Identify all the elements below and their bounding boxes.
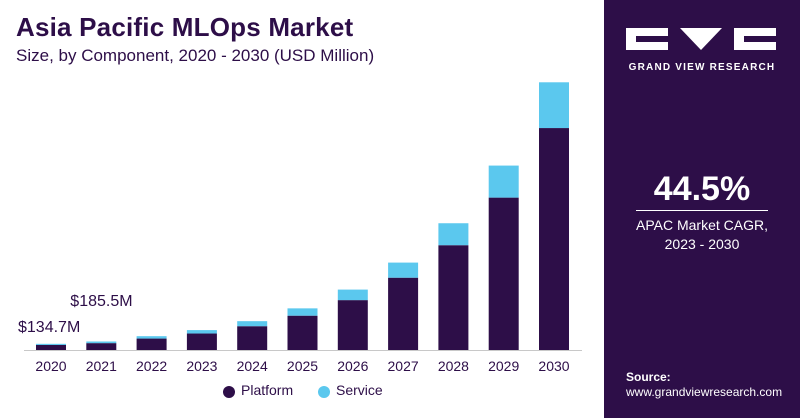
bar-service-2028 bbox=[438, 223, 469, 246]
x-tick-label: 2023 bbox=[186, 358, 217, 374]
bar-platform-2030 bbox=[539, 128, 569, 350]
bar-service-2030 bbox=[539, 82, 569, 129]
chart-title: Asia Pacific MLOps Market bbox=[16, 12, 354, 42]
bar-platform-2028 bbox=[438, 245, 469, 350]
brand-name: GRAND VIEW RESEARCH bbox=[628, 62, 776, 73]
cagr-value: 44.5% bbox=[653, 170, 751, 208]
bar-service-2025 bbox=[287, 308, 318, 316]
bar-platform-2024 bbox=[237, 326, 268, 350]
bar-service-2027 bbox=[388, 262, 419, 278]
data-label-2020: $134.7M bbox=[18, 319, 80, 336]
bar-chart: 2020 2021 2022 2023 2024 2025 2026 2027 2028 2029… bbox=[18, 82, 582, 374]
source-url: www.grandviewresearch.com bbox=[626, 385, 783, 399]
legend-service-swatch bbox=[318, 386, 330, 398]
x-tick-label: 2026 bbox=[337, 358, 368, 374]
source-label: Source: bbox=[626, 370, 671, 384]
bar-service-2024 bbox=[237, 321, 268, 327]
bar-service-2022 bbox=[136, 336, 167, 339]
bar-platform-2021 bbox=[86, 343, 117, 350]
grand-view-research-logo bbox=[626, 28, 776, 50]
bar-platform-2029 bbox=[488, 197, 519, 350]
x-tick-label: 2028 bbox=[438, 358, 469, 374]
bar-platform-2022 bbox=[136, 338, 167, 350]
bar-service-2020 bbox=[36, 343, 66, 345]
bar-service-2023 bbox=[186, 330, 217, 334]
bar-platform-2023 bbox=[186, 333, 217, 350]
x-tick-label: 2021 bbox=[86, 358, 117, 374]
x-tick-label: 2020 bbox=[35, 358, 66, 374]
legend-platform-swatch bbox=[223, 386, 235, 398]
bar-service-2029 bbox=[488, 165, 519, 198]
x-tick-label: 2024 bbox=[237, 358, 268, 374]
cagr-divider bbox=[636, 210, 768, 211]
cagr-label: APAC Market CAGR, 2023 - 2030 bbox=[604, 216, 800, 254]
side-panel bbox=[604, 0, 800, 418]
bar-platform-2025 bbox=[287, 315, 318, 350]
legend-service-label: Service bbox=[336, 382, 383, 398]
cagr-label-line1: APAC Market CAGR, bbox=[636, 217, 768, 233]
cagr-label-line2: 2023 - 2030 bbox=[664, 236, 740, 252]
data-label-2021: $185.5M bbox=[70, 293, 132, 310]
bar-platform-2027 bbox=[388, 277, 419, 350]
bar-service-2021 bbox=[86, 341, 117, 344]
x-tick-label: 2022 bbox=[136, 358, 167, 374]
x-tick-label: 2027 bbox=[388, 358, 419, 374]
bar-platform-2026 bbox=[337, 300, 368, 350]
bar-service-2026 bbox=[337, 289, 368, 301]
x-tick-label: 2029 bbox=[488, 358, 519, 374]
chart-subtitle: Size, by Component, 2020 - 2030 (USD Mil… bbox=[16, 46, 375, 65]
legend-platform-label: Platform bbox=[241, 382, 294, 398]
x-tick-label: 2030 bbox=[538, 358, 569, 374]
x-tick-label: 2025 bbox=[287, 358, 318, 374]
bar-platform-2020 bbox=[36, 344, 66, 350]
